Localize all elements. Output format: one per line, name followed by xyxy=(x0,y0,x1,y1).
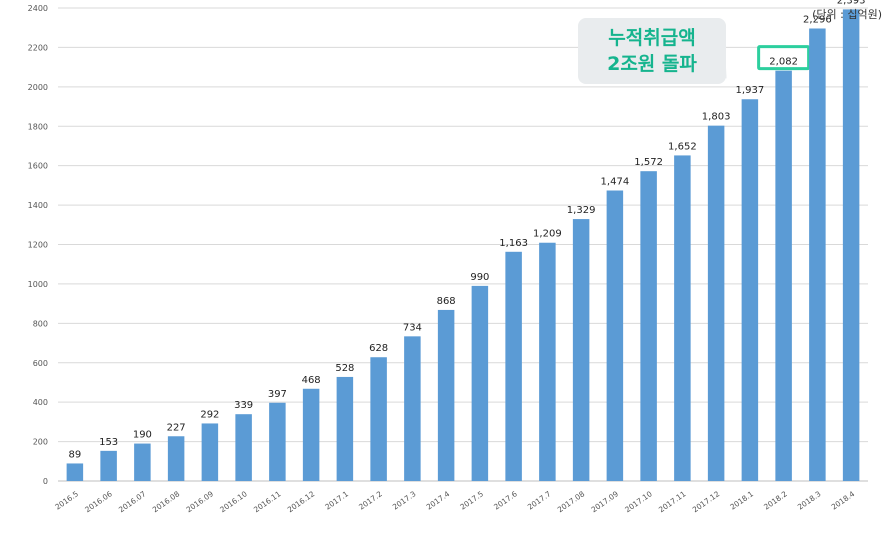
x-tick-label: 2016.08 xyxy=(151,489,182,514)
bar xyxy=(842,9,860,482)
data-label: 227 xyxy=(167,422,186,433)
x-tick-label: 2017.11 xyxy=(657,489,688,514)
bar xyxy=(437,309,455,481)
x-tick-label: 2018.2 xyxy=(762,489,789,512)
x-tick-label: 2017.3 xyxy=(391,489,418,512)
x-tick-label: 2016.12 xyxy=(286,489,317,514)
y-tick-label: 200 xyxy=(33,438,48,447)
x-tick-label: 2017.5 xyxy=(458,489,485,512)
bar xyxy=(201,423,219,481)
y-tick-label: 1400 xyxy=(28,201,48,210)
data-label: 2,082 xyxy=(769,57,798,68)
bar xyxy=(302,388,320,481)
callout-bubble: 누적취급액 2조원 돌파 xyxy=(578,18,726,84)
x-tick-label: 2016.06 xyxy=(83,489,114,514)
data-label: 1,329 xyxy=(567,205,596,216)
bar xyxy=(539,242,556,481)
data-label: 1,474 xyxy=(601,176,630,187)
data-label: 2,393 xyxy=(837,0,866,6)
x-tick-label: 2017.2 xyxy=(357,489,384,512)
bar xyxy=(606,190,624,482)
x-tick-label: 2016.07 xyxy=(117,489,148,514)
unit-note: (단위 : 십억원) xyxy=(812,8,882,21)
bar xyxy=(66,463,84,481)
bar xyxy=(370,357,387,481)
bar xyxy=(269,402,286,481)
data-label: 734 xyxy=(403,322,422,333)
bar xyxy=(167,436,185,481)
x-tick-label: 2018.3 xyxy=(796,489,823,512)
x-tick-label: 2016.09 xyxy=(184,489,215,514)
bar xyxy=(707,125,725,481)
data-label: 528 xyxy=(335,363,354,374)
bar xyxy=(404,336,421,481)
data-label: 1,209 xyxy=(533,229,562,240)
x-tick-label: 2017.1 xyxy=(323,489,350,512)
x-tick-label: 2018.4 xyxy=(830,489,857,512)
bar xyxy=(134,443,151,481)
bar xyxy=(741,99,759,482)
bar xyxy=(809,28,826,481)
bar xyxy=(235,414,252,481)
data-label: 89 xyxy=(69,449,82,460)
data-label: 628 xyxy=(369,343,388,354)
callout-line-1: 누적취급액 xyxy=(608,27,696,49)
x-tick-label: 2016.11 xyxy=(252,489,283,514)
x-tick-label: 2017.4 xyxy=(425,489,452,512)
x-tick-label: 2017.09 xyxy=(589,489,620,514)
bar xyxy=(572,219,590,482)
bar xyxy=(775,70,792,482)
x-tick-label: 2017.10 xyxy=(623,489,654,514)
data-label: 1,937 xyxy=(736,85,765,96)
y-tick-label: 1800 xyxy=(28,122,48,131)
data-label: 292 xyxy=(200,409,219,420)
y-tick-label: 2000 xyxy=(28,83,48,92)
y-tick-label: 400 xyxy=(33,398,48,407)
data-label: 468 xyxy=(302,375,321,386)
bar xyxy=(674,155,691,481)
data-label: 2,296 xyxy=(803,14,832,25)
y-tick-label: 800 xyxy=(33,319,48,328)
data-label: 1,163 xyxy=(499,238,528,249)
x-tick-label: 2018.1 xyxy=(728,489,755,512)
bar xyxy=(471,285,489,481)
data-label: 868 xyxy=(437,296,456,307)
data-label: 397 xyxy=(268,389,287,400)
callout-line-2: 2조원 돌파 xyxy=(607,53,697,75)
y-tick-label: 0 xyxy=(43,477,48,486)
x-tick-label: 2016.10 xyxy=(218,489,249,514)
x-tick-label: 2017.08 xyxy=(556,489,587,514)
data-label: 1,652 xyxy=(668,141,697,152)
data-label: 1,803 xyxy=(702,112,731,123)
bar xyxy=(100,450,117,481)
x-tick-label: 2017.6 xyxy=(492,489,519,512)
data-label: 190 xyxy=(133,430,152,441)
data-label: 339 xyxy=(234,400,253,411)
data-label: 153 xyxy=(99,437,118,448)
highlight-box xyxy=(757,45,811,71)
y-tick-label: 1600 xyxy=(28,162,48,171)
x-tick-label: 2017.7 xyxy=(526,489,553,512)
bar xyxy=(640,171,657,481)
x-tick-label: 2016.5 xyxy=(53,489,80,512)
data-label: 1,572 xyxy=(634,157,663,168)
y-tick-label: 1000 xyxy=(28,280,48,289)
y-tick-label: 2200 xyxy=(28,43,48,52)
y-tick-label: 600 xyxy=(33,359,48,368)
y-tick-label: 2400 xyxy=(28,4,48,13)
y-tick-label: 1200 xyxy=(28,241,48,250)
bar xyxy=(336,376,354,481)
x-tick-label: 2017.12 xyxy=(691,489,722,514)
bar xyxy=(505,251,522,481)
data-label: 990 xyxy=(470,272,489,283)
